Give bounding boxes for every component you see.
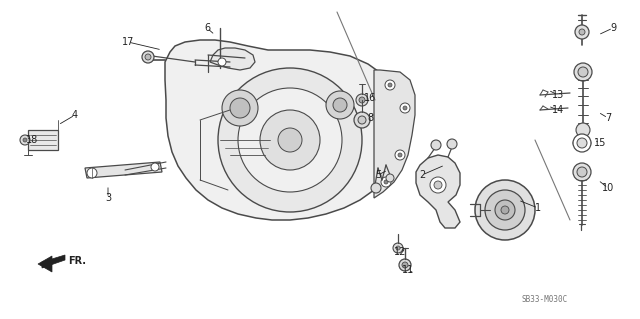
Polygon shape <box>416 155 460 228</box>
Circle shape <box>578 67 588 77</box>
Text: 18: 18 <box>26 135 38 145</box>
Text: 10: 10 <box>602 183 614 193</box>
Text: 5: 5 <box>375 170 381 180</box>
Circle shape <box>145 54 151 60</box>
Circle shape <box>399 259 411 271</box>
Circle shape <box>23 138 27 142</box>
Circle shape <box>475 180 535 240</box>
Polygon shape <box>165 40 404 220</box>
Polygon shape <box>85 162 162 178</box>
Circle shape <box>396 246 400 250</box>
Circle shape <box>398 153 402 157</box>
Circle shape <box>485 190 525 230</box>
Circle shape <box>579 29 585 35</box>
Circle shape <box>576 123 590 137</box>
Circle shape <box>402 262 408 268</box>
Circle shape <box>356 94 368 106</box>
Circle shape <box>230 98 250 118</box>
Circle shape <box>358 116 366 124</box>
Circle shape <box>393 243 403 253</box>
Circle shape <box>142 51 154 63</box>
Text: 11: 11 <box>402 265 414 275</box>
Circle shape <box>577 138 587 148</box>
Circle shape <box>388 83 392 87</box>
Circle shape <box>574 63 592 81</box>
Text: 2: 2 <box>419 170 425 180</box>
Text: 16: 16 <box>364 93 376 103</box>
Circle shape <box>222 90 258 126</box>
Circle shape <box>359 97 365 103</box>
Circle shape <box>403 106 407 110</box>
Text: 1: 1 <box>535 203 541 213</box>
Circle shape <box>278 128 302 152</box>
Circle shape <box>400 103 410 113</box>
Polygon shape <box>42 255 65 268</box>
Circle shape <box>371 183 381 193</box>
Circle shape <box>575 25 589 39</box>
Polygon shape <box>374 70 415 198</box>
Text: FR.: FR. <box>68 256 86 266</box>
Text: 3: 3 <box>105 193 111 203</box>
Circle shape <box>395 150 405 160</box>
Text: 7: 7 <box>605 113 611 123</box>
Circle shape <box>577 167 587 177</box>
Polygon shape <box>210 48 255 70</box>
Circle shape <box>151 163 159 171</box>
Circle shape <box>238 88 342 192</box>
Circle shape <box>333 98 347 112</box>
Circle shape <box>385 80 395 90</box>
Circle shape <box>434 181 442 189</box>
Text: 17: 17 <box>122 37 134 47</box>
Circle shape <box>260 110 320 170</box>
Circle shape <box>386 174 394 182</box>
Text: 14: 14 <box>552 105 564 115</box>
Text: 4: 4 <box>72 110 78 120</box>
Circle shape <box>20 135 30 145</box>
Text: 15: 15 <box>594 138 606 148</box>
Circle shape <box>87 168 97 178</box>
Circle shape <box>573 163 591 181</box>
Text: 6: 6 <box>204 23 210 33</box>
Polygon shape <box>38 256 52 272</box>
Circle shape <box>354 112 370 128</box>
Circle shape <box>431 140 441 150</box>
Text: 9: 9 <box>610 23 616 33</box>
Text: 13: 13 <box>552 90 564 100</box>
Text: SB33-M030C: SB33-M030C <box>522 295 568 305</box>
FancyBboxPatch shape <box>28 130 58 150</box>
Circle shape <box>573 134 591 152</box>
Text: 12: 12 <box>394 247 406 257</box>
Circle shape <box>381 177 391 187</box>
Circle shape <box>384 180 388 184</box>
Circle shape <box>501 206 509 214</box>
Circle shape <box>495 200 515 220</box>
Circle shape <box>218 68 362 212</box>
Circle shape <box>326 91 354 119</box>
Circle shape <box>447 139 457 149</box>
Circle shape <box>218 58 226 66</box>
Text: 8: 8 <box>367 113 373 123</box>
Circle shape <box>430 177 446 193</box>
